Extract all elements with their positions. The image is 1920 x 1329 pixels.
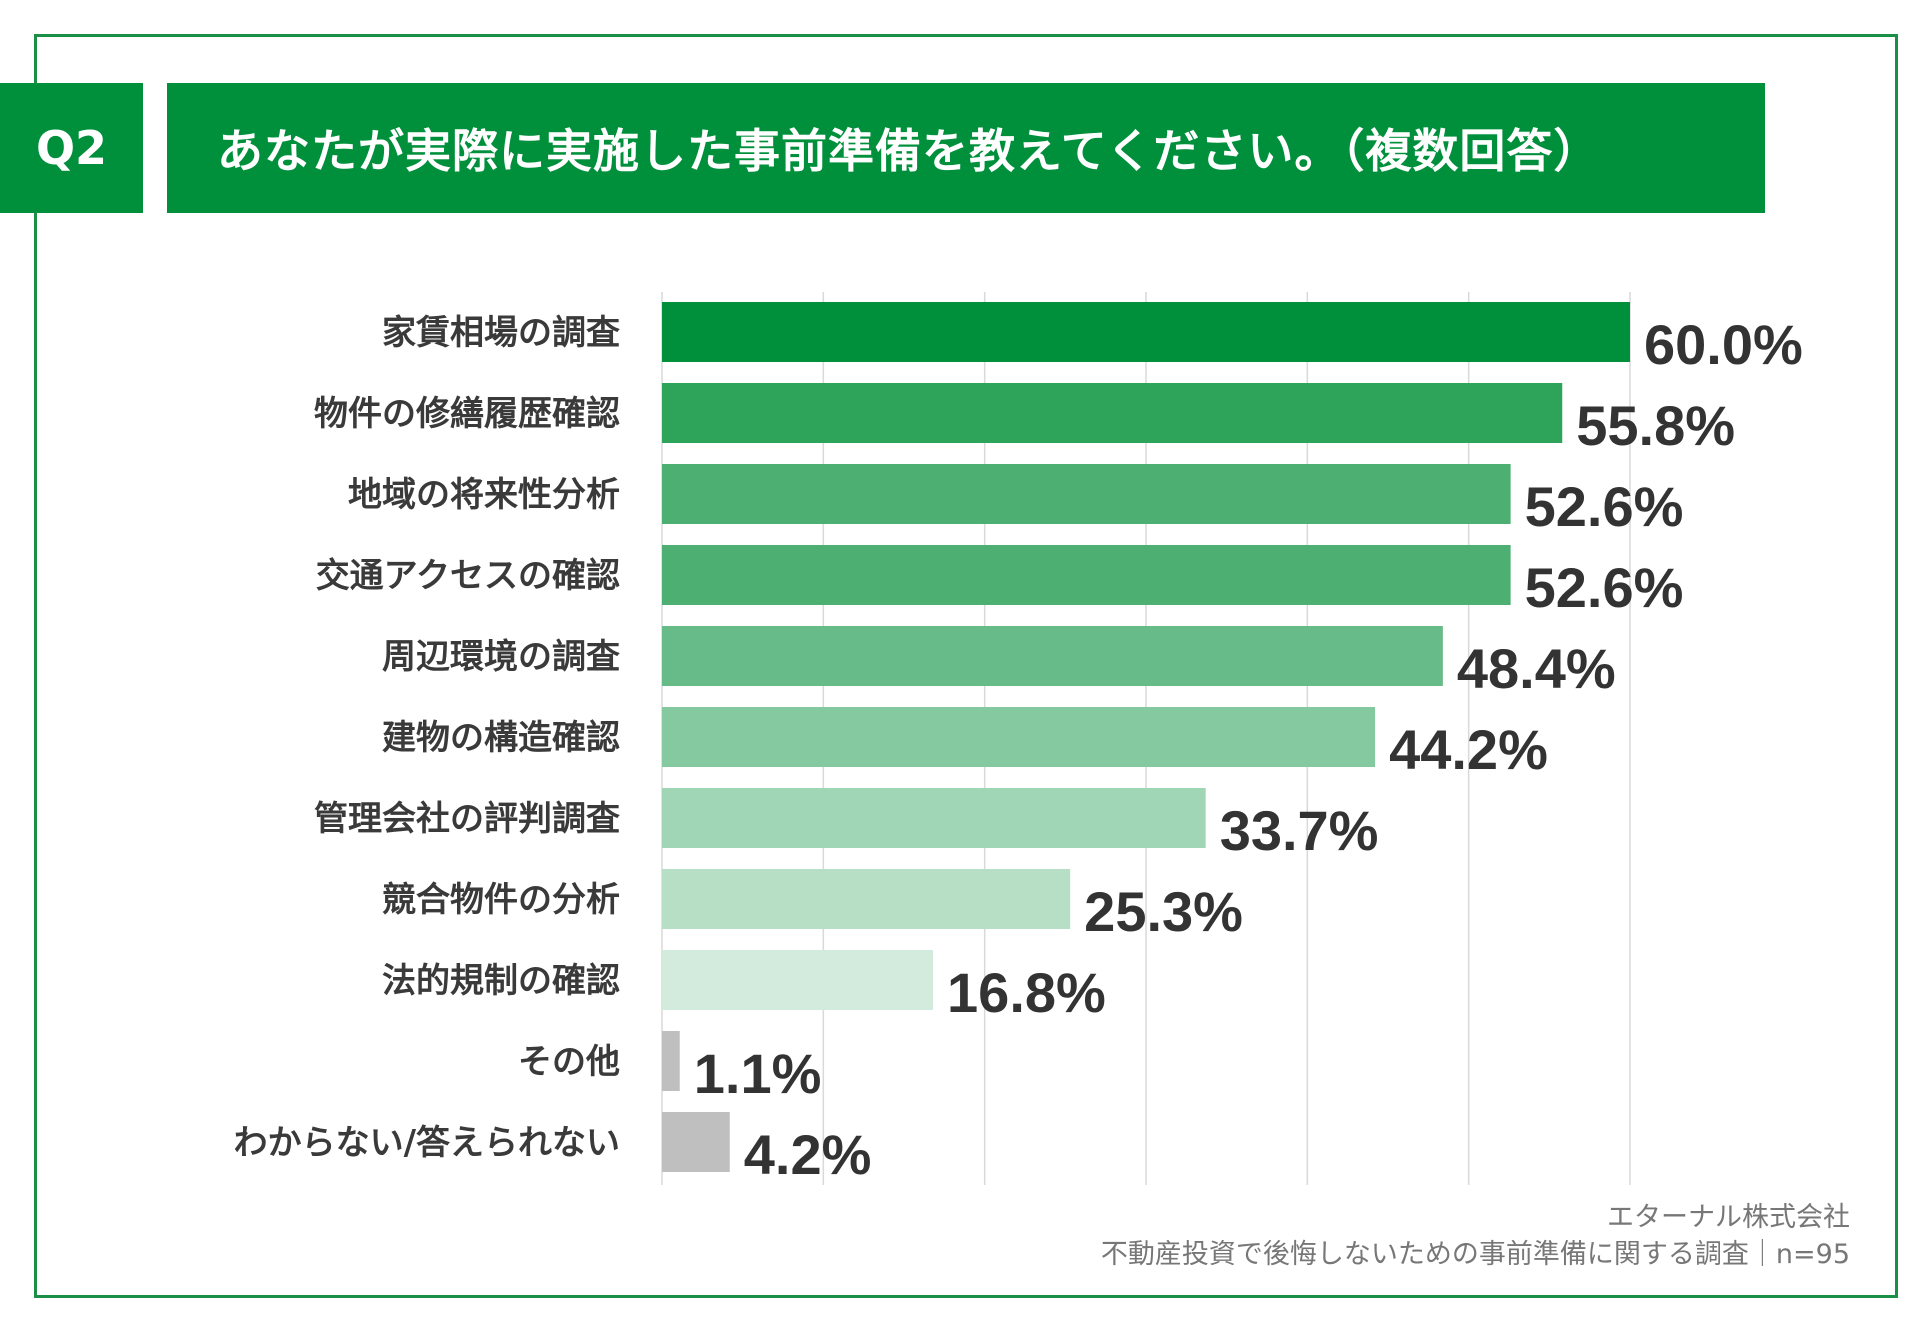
question-title: あなたが実際に実施した事前準備を教えてください。（複数回答） <box>167 83 1765 213</box>
category-label: 地域の将来性分析 <box>348 475 620 515</box>
chart-frame <box>34 34 1898 1298</box>
value-label: 48.4% <box>1457 637 1616 700</box>
value-label: 25.3% <box>1084 880 1243 943</box>
value-label: 52.6% <box>1525 475 1684 538</box>
value-label: 16.8% <box>947 961 1106 1024</box>
value-label: 4.2% <box>744 1123 872 1186</box>
category-label: 交通アクセスの確認 <box>316 556 620 596</box>
value-label: 33.7% <box>1220 799 1379 862</box>
value-label: 1.1% <box>694 1042 822 1105</box>
bar <box>662 383 1563 443</box>
bar <box>662 545 1511 605</box>
bar <box>662 626 1443 686</box>
category-label: 家賃相場の調査 <box>382 313 620 353</box>
footer-company: エターナル株式会社 <box>1607 1202 1850 1233</box>
value-label: 52.6% <box>1525 556 1684 619</box>
category-label: その他 <box>518 1042 620 1082</box>
bar <box>662 464 1511 524</box>
category-label: 競合物件の分析 <box>382 880 620 920</box>
footer-survey-info: 不動産投資で後悔しないための事前準備に関する調査｜n=95 <box>1100 1239 1850 1270</box>
value-label: 44.2% <box>1389 718 1548 781</box>
bar <box>662 1031 680 1091</box>
category-label: 法的規制の確認 <box>382 961 620 1001</box>
bar <box>662 869 1071 929</box>
bar <box>662 1112 730 1172</box>
category-label: 周辺環境の調査 <box>382 637 620 677</box>
bar <box>662 707 1376 767</box>
bar <box>662 788 1206 848</box>
bar <box>662 950 934 1010</box>
bar <box>662 302 1630 362</box>
category-label: わからない/答えられない <box>234 1123 620 1163</box>
value-label: 55.8% <box>1576 394 1735 457</box>
question-number-badge: Q2 <box>0 83 143 213</box>
category-label: 建物の構造確認 <box>382 718 620 758</box>
category-label: 管理会社の評判調査 <box>314 799 620 839</box>
value-label: 60.0% <box>1644 313 1803 376</box>
category-label: 物件の修繕履歴確認 <box>314 394 620 434</box>
